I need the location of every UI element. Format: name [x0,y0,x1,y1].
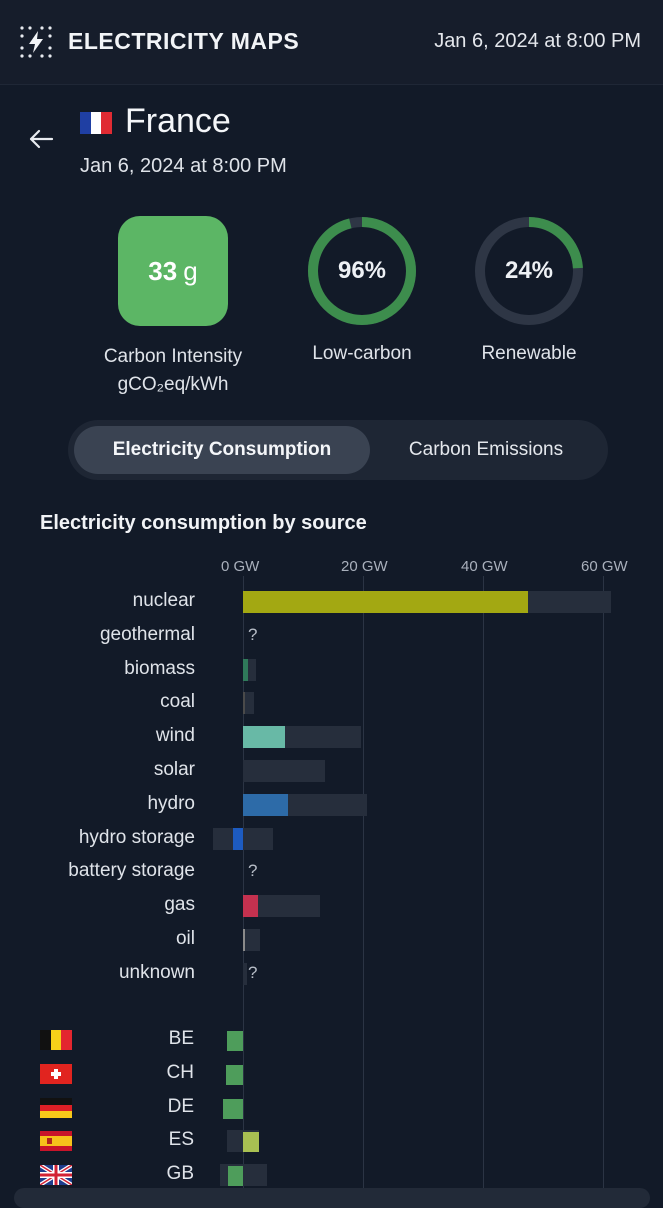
source-label-solar: solar [153,759,195,780]
france-flag-icon [80,112,113,134]
source-label-gas: gas [164,894,195,916]
app-title[interactable]: ELECTRICITY MAPS [68,28,300,54]
production-bar[interactable] [243,692,245,715]
capacity-bar[interactable] [243,929,261,951]
back-arrow-icon[interactable] [26,124,56,154]
gridline [363,576,364,1200]
bottom-sheet-handle[interactable] [14,1188,650,1208]
low-carbon-value: 96% [337,257,387,284]
production-bar[interactable] [243,658,248,681]
exchange-bar[interactable] [243,1132,260,1153]
exchange-bar[interactable] [228,1166,243,1187]
electricity-maps-logo-icon[interactable] [18,24,54,60]
unknown-value-marker: ? [248,624,258,644]
exchange-label-de: DE [167,1095,194,1117]
top-bar: ELECTRICITY MAPS Jan 6, 2024 at 8:00 PM [0,0,663,85]
es-flag-icon [40,1131,72,1152]
production-bar[interactable] [243,929,245,951]
production-bar[interactable] [243,793,288,816]
carbon-intensity-unit-label: gCO₂eq/kWh [117,374,229,395]
capacity-bar[interactable] [243,692,254,715]
production-bar[interactable] [243,895,258,918]
tab-electricity-consumption[interactable]: Electricity Consumption [74,426,370,474]
source-label-oil: oil [175,928,195,949]
source-label-geothermal: geothermal [99,623,195,645]
carbon-intensity-value: 33 [148,255,178,286]
unknown-value-marker: ? [248,861,258,881]
capacity-bar[interactable] [243,895,321,918]
exchange-label-ch: CH [166,1061,194,1083]
carbon-intensity-badge: 33 g [118,216,228,326]
ch-flag-icon [40,1063,72,1084]
source-label-hydro-storage: hydro storage [78,826,195,848]
top-datetime[interactable]: Jan 6, 2024 at 8:00 PM [434,30,641,52]
capacity-bar[interactable] [213,827,273,850]
production-bar[interactable] [232,827,243,850]
source-label-battery-storage: battery storage [68,860,195,882]
exchange-bar[interactable] [227,1031,243,1051]
exchange-label-gb: GB [166,1163,194,1185]
production-bar[interactable] [243,726,285,749]
carbon-intensity-label: Carbon Intensity gCO₂eq/kWh [82,343,264,399]
carbon-intensity-unit: g [183,255,198,286]
renewable-label: Renewable [481,343,577,364]
x-tick-label: 0 GW [221,558,260,575]
low-carbon-ring [308,217,416,325]
source-label-unknown: unknown [118,961,195,983]
source-label-biomass: biomass [124,657,195,679]
consumption-bar-chart: 0 GW 20 GW 40 GW 60 GW nuclear geothermal? bio… [0,540,663,1200]
exchange-bar[interactable] [223,1098,243,1119]
renewable-ring [475,217,583,325]
be-flag-icon [40,1030,72,1050]
section-title: Electricity consumption by source [40,512,367,534]
carbon-intensity-title: Carbon Intensity [103,346,243,367]
production-bar[interactable] [243,591,528,613]
renewable-value: 24% [504,257,554,284]
gridline [603,576,604,1200]
unknown-value-marker: ? [248,962,258,982]
gridline [243,576,244,1200]
capacity-bar[interactable] [243,760,326,782]
exchange-label-es: ES [168,1129,194,1151]
exchange-bar[interactable] [226,1064,243,1085]
source-label-wind: wind [155,725,195,747]
gridline [483,576,484,1200]
x-tick-label: 20 GW [341,558,388,575]
capacity-bar[interactable] [243,962,247,985]
exchange-label-be: BE [168,1028,194,1049]
tab-carbon-emissions[interactable]: Carbon Emissions [408,439,564,460]
zone-name: France [125,102,231,140]
low-carbon-label: Low-carbon [312,343,412,364]
low-carbon-ring-fill [308,217,416,325]
x-tick-label: 60 GW [581,558,628,575]
x-tick-label: 40 GW [461,558,508,575]
zone-datetime: Jan 6, 2024 at 8:00 PM [80,155,287,177]
renewable-ring-fill [475,217,583,325]
source-label-coal: coal [160,691,195,713]
source-label-hydro: hydro [147,792,195,814]
mode-toggle: Electricity Consumption Carbon Emissions [68,420,608,480]
de-flag-icon [40,1097,72,1118]
source-label-nuclear: nuclear [132,590,195,611]
gb-flag-icon [40,1165,72,1186]
